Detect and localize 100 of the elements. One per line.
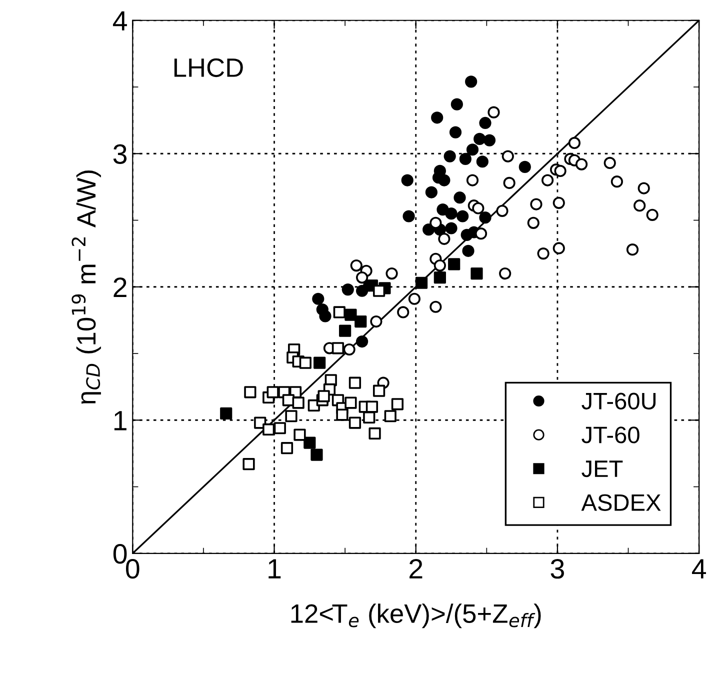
x-axis-title: 12<T$_{e}$ (keV)>/(5+Z$_{eff}$) (291, 604, 541, 628)
point (462, 244, 474, 257)
point (638, 182, 650, 194)
point (542, 174, 554, 186)
legend-label: JET (582, 460, 623, 478)
point (438, 232, 450, 245)
point (312, 292, 324, 305)
point (391, 398, 404, 410)
point (299, 356, 312, 369)
point (454, 192, 466, 204)
point (496, 204, 508, 217)
point (444, 150, 456, 162)
point (626, 244, 639, 256)
point (466, 144, 479, 156)
point (518, 160, 531, 174)
point (242, 458, 255, 470)
point (266, 386, 279, 398)
point (292, 396, 304, 409)
point (343, 343, 356, 356)
point (459, 152, 472, 166)
point (530, 198, 542, 210)
point (499, 268, 512, 280)
x-tick-label: 0 (126, 558, 140, 579)
y-tick-label: 1 (114, 411, 126, 430)
point (415, 276, 428, 289)
point (476, 156, 488, 168)
point (431, 112, 444, 124)
point (344, 396, 357, 409)
x-tick-label: 4 (692, 559, 706, 578)
point (604, 156, 616, 170)
point (527, 216, 540, 229)
point (449, 126, 462, 138)
point (314, 356, 326, 369)
point (363, 411, 376, 424)
point (274, 422, 286, 434)
point (434, 271, 446, 284)
point (220, 407, 232, 420)
point (470, 268, 483, 280)
point (333, 306, 346, 318)
point (356, 335, 368, 348)
point (474, 132, 486, 146)
point (438, 174, 450, 186)
point (634, 200, 646, 212)
point (294, 428, 306, 441)
legend-label: JT-60U (582, 392, 656, 410)
point (354, 315, 367, 328)
point (262, 423, 275, 436)
point (368, 427, 381, 440)
point (285, 410, 298, 422)
point (445, 222, 458, 234)
point (336, 408, 348, 421)
point (384, 410, 396, 422)
legend-label: ASDEX (581, 494, 661, 511)
point (465, 76, 478, 88)
point (430, 300, 442, 313)
point (348, 416, 362, 429)
x-tick-label: 3 (550, 558, 564, 579)
point (408, 292, 420, 305)
point (310, 448, 323, 461)
y-tick-label: 4 (112, 11, 127, 30)
point (479, 212, 492, 224)
point (332, 342, 344, 354)
legend-label: JT-60 (582, 426, 640, 444)
point (456, 210, 469, 222)
point (610, 176, 623, 188)
point (450, 98, 463, 110)
point (488, 106, 500, 118)
point (448, 258, 460, 270)
y-tick-label: 0 (113, 544, 127, 564)
point (425, 186, 438, 198)
y-axis-title: η$_{CD}$ (10$^{19}$ m$^{−2}$ A/W) (72, 170, 101, 404)
point (552, 242, 565, 254)
point (339, 324, 352, 337)
point (372, 384, 386, 397)
point (401, 174, 414, 186)
x-tick-label: 2 (410, 558, 422, 578)
point (430, 216, 442, 229)
point (445, 208, 458, 220)
point (503, 176, 516, 189)
point (422, 224, 435, 236)
point (356, 271, 368, 284)
point (436, 204, 449, 216)
point (366, 400, 378, 413)
point (318, 390, 330, 402)
point (552, 196, 565, 209)
point (502, 150, 514, 162)
point (472, 202, 484, 214)
point (568, 136, 581, 150)
point (386, 268, 398, 280)
point (575, 158, 588, 170)
point (319, 310, 332, 322)
point (402, 210, 415, 222)
point (466, 174, 479, 186)
point (280, 442, 294, 454)
point (342, 283, 354, 296)
annotation: LHCD (174, 58, 243, 78)
point (350, 260, 362, 272)
point (372, 284, 386, 297)
point (244, 386, 256, 398)
point (397, 306, 410, 318)
